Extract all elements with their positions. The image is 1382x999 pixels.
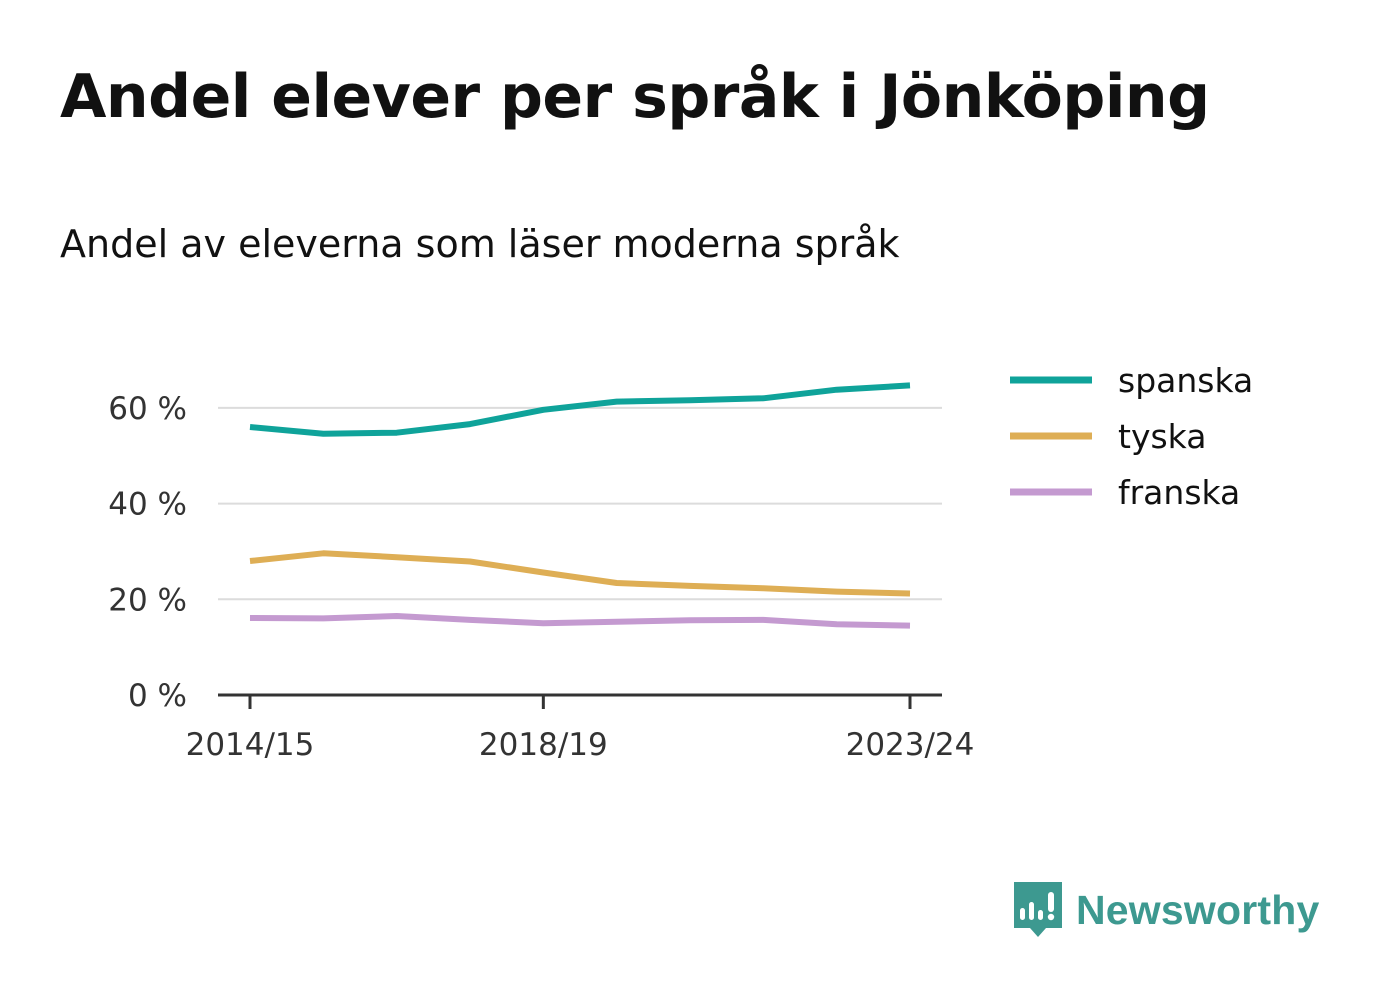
- y-tick-label: 60 %: [108, 391, 187, 427]
- newsworthy-logo: Newsworthy: [1012, 880, 1320, 940]
- legend-label-tyska: tyska: [1118, 417, 1206, 456]
- x-axis: [218, 693, 942, 709]
- newsworthy-logo-icon: [1014, 882, 1062, 937]
- legend: spanska tyska franska: [1010, 361, 1253, 512]
- y-tick-label: 0 %: [128, 678, 187, 714]
- x-tick-label: 2023/24: [846, 727, 975, 763]
- legend-label-spanska: spanska: [1118, 361, 1253, 400]
- newsworthy-logo-text: Newsworthy: [1076, 886, 1320, 933]
- y-tick-label: 20 %: [108, 582, 187, 618]
- x-tick-label: 2014/15: [186, 727, 315, 763]
- legend-label-franska: franska: [1118, 473, 1240, 512]
- series-lines: [249, 382, 911, 629]
- chart-title: Andel elever per språk i Jönköping: [60, 62, 1210, 132]
- y-axis-labels: 0 % 20 % 40 % 60 %: [108, 391, 187, 714]
- series-line-spanska: [249, 382, 911, 437]
- chart-subtitle: Andel av eleverna som läser moderna språ…: [60, 222, 900, 266]
- series-line-franska: [249, 613, 911, 629]
- series-line-tyska: [249, 550, 911, 597]
- y-tick-label: 40 %: [108, 487, 187, 523]
- x-axis-labels: 2014/15 2018/19 2023/24: [186, 727, 975, 763]
- x-tick-label: 2018/19: [479, 727, 608, 763]
